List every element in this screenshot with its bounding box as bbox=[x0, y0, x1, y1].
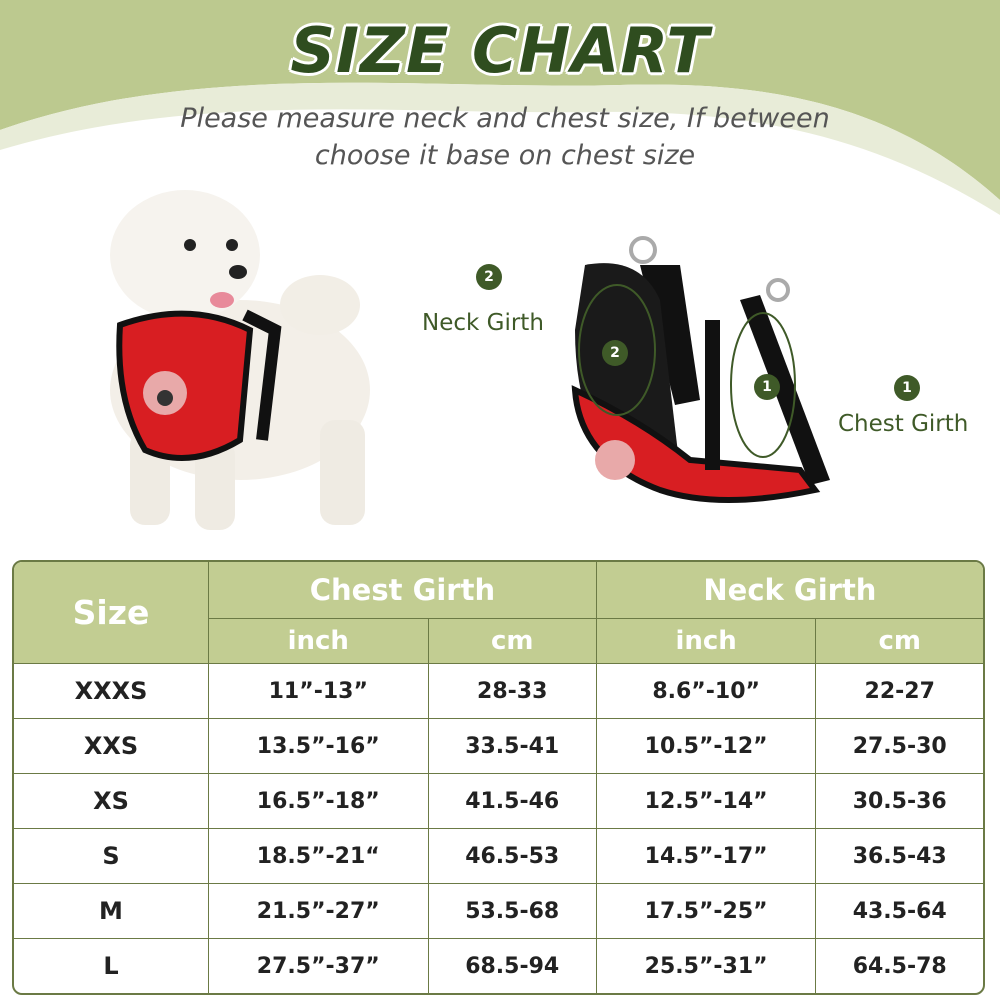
measure-cell: 11”-13” bbox=[209, 664, 429, 719]
measure-cell: 8.6”-10” bbox=[596, 664, 817, 719]
neck-number-badge: 2 bbox=[476, 264, 502, 290]
measure-cell: 12.5”-14” bbox=[596, 774, 817, 829]
size-cell: XXS bbox=[14, 719, 209, 774]
neck-number-marker: 2 bbox=[602, 340, 628, 366]
table-row: XXXS 11”-13” 28-33 8.6”-10” 22-27 bbox=[14, 664, 983, 719]
size-cell: S bbox=[14, 829, 209, 884]
dog-image bbox=[110, 190, 370, 530]
table-row: XXS 13.5”-16” 33.5-41 10.5”-12” 27.5-30 bbox=[14, 719, 983, 774]
measure-cell: 21.5”-27” bbox=[209, 884, 429, 939]
unit-header: inch bbox=[209, 619, 429, 664]
table-row: XS 16.5”-18” 41.5-46 12.5”-14” 30.5-36 bbox=[14, 774, 983, 829]
measure-cell: 13.5”-16” bbox=[209, 719, 429, 774]
size-cell: XXXS bbox=[14, 664, 209, 719]
measure-cell: 22-27 bbox=[816, 664, 983, 719]
unit-header: inch bbox=[596, 619, 817, 664]
unit-header: cm bbox=[816, 619, 983, 664]
measure-cell: 33.5-41 bbox=[428, 719, 597, 774]
chest-girth-header: Chest Girth bbox=[209, 562, 597, 619]
chest-number-badge: 1 bbox=[894, 375, 920, 401]
table-row: M 21.5”-27” 53.5-68 17.5”-25” 43.5-64 bbox=[14, 884, 983, 939]
measure-cell: 25.5”-31” bbox=[597, 939, 817, 993]
measure-cell: 28-33 bbox=[428, 664, 597, 719]
measure-cell: 41.5-46 bbox=[428, 774, 597, 829]
chest-number-marker: 1 bbox=[754, 374, 780, 400]
measure-cell: 68.5-94 bbox=[429, 939, 597, 993]
measure-cell: 27.5”-37” bbox=[209, 939, 429, 993]
table-row: S 18.5”-21“ 46.5-53 14.5”-17” 36.5-43 bbox=[14, 829, 983, 884]
size-cell: XS bbox=[14, 774, 209, 829]
measure-cell: 64.5-78 bbox=[852, 953, 947, 979]
size-table: Size Chest Girth Neck Girth inch cm inch… bbox=[12, 560, 985, 995]
chest-girth-label: Chest Girth bbox=[838, 411, 969, 437]
size-cell: M bbox=[14, 884, 209, 939]
measure-cell: 16.5”-18” bbox=[209, 774, 429, 829]
size-cell: L bbox=[14, 939, 209, 993]
measure-cell: 27.5-30 bbox=[816, 719, 983, 774]
unit-header: cm bbox=[428, 619, 597, 664]
measure-cell: 36.5-43 bbox=[816, 829, 983, 884]
measure-cell: 43.5-64 bbox=[816, 884, 983, 939]
measure-cell: 14.5”-17” bbox=[596, 829, 817, 884]
measure-cell: 18.5”-21“ bbox=[209, 829, 429, 884]
measure-cell: 46.5-53 bbox=[428, 829, 597, 884]
measure-cell: 53.5-68 bbox=[428, 884, 597, 939]
subtitle-line-2: choose it base on chest size bbox=[314, 140, 696, 171]
neck-girth-header: Neck Girth bbox=[596, 562, 983, 619]
page-title: SIZE CHART bbox=[290, 14, 710, 87]
measure-cell: 10.5”-12” bbox=[596, 719, 817, 774]
harness-image bbox=[571, 236, 830, 503]
subtitle-line-1: Please measure neck and chest size, If b… bbox=[180, 103, 830, 134]
measure-cell: 30.5-36 bbox=[816, 774, 983, 829]
table-row: L 27.5”-37” 68.5-94 25.5”-31” 64.5-78 bbox=[14, 939, 983, 993]
size-header: Size bbox=[14, 562, 209, 664]
measure-cell: 17.5”-25” bbox=[596, 884, 817, 939]
neck-girth-label: Neck Girth bbox=[422, 310, 544, 336]
